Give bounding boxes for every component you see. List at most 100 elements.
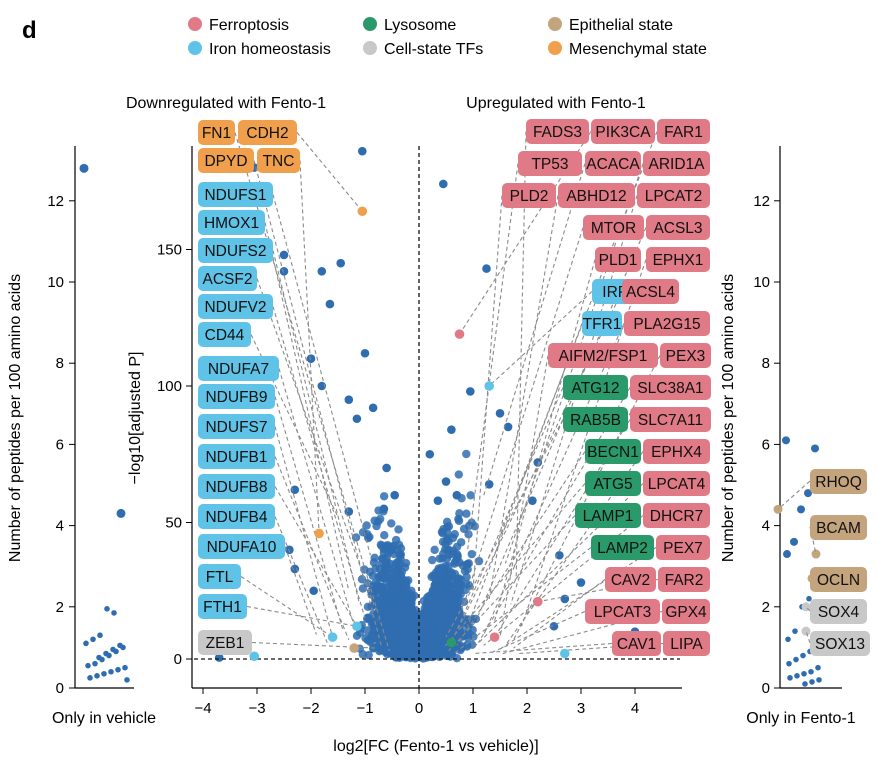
highlight-point	[314, 528, 324, 539]
protein-point	[336, 258, 346, 268]
right-highlight-point	[811, 549, 821, 559]
protein-point	[381, 647, 390, 656]
protein-point	[403, 608, 412, 617]
gene-label-slc38a1: SLC38A1	[630, 375, 711, 400]
right-highlight-point	[801, 626, 811, 636]
gene-label-box	[502, 183, 556, 208]
right-point	[806, 595, 812, 602]
gene-label-box	[658, 567, 710, 592]
gene-label-box	[656, 535, 710, 560]
left-point	[83, 640, 89, 647]
gene-label-text: ACSF2	[203, 271, 253, 288]
protein-point	[441, 561, 450, 571]
gene-label-box	[563, 407, 628, 432]
right-point	[782, 436, 790, 445]
protein-point	[447, 592, 456, 602]
right-tick-label: 10	[753, 274, 770, 291]
protein-point	[380, 531, 389, 540]
gene-label-gpx4: GPX4	[662, 599, 710, 624]
main-y-ticks: 0 50 100 150	[157, 242, 192, 668]
leader-line	[250, 334, 339, 518]
protein-point	[364, 650, 373, 660]
left-point	[104, 606, 110, 612]
leader-line	[459, 131, 592, 335]
gene-label-box	[810, 631, 870, 656]
gene-label-text: SOX13	[815, 636, 865, 653]
highlight-point	[446, 637, 457, 648]
y-tick-label: 50	[165, 515, 182, 532]
protein-point	[214, 653, 224, 662]
highlight-point	[484, 381, 495, 391]
protein-point	[463, 579, 472, 589]
leader-line	[274, 426, 334, 638]
gene-label-box	[662, 599, 710, 624]
gene-label-mtor: MTOR	[583, 215, 644, 240]
protein-point	[370, 516, 379, 525]
leader-line	[483, 515, 644, 646]
right-gene-labels: RHOQ BCAM OCLN SOX4 SOX13	[810, 469, 870, 656]
highlight-point	[352, 621, 362, 632]
gene-label-box	[558, 183, 635, 208]
protein-point	[379, 573, 388, 583]
protein-point	[400, 620, 410, 630]
gene-label-text: ARID1A	[649, 156, 706, 173]
protein-point	[363, 626, 372, 635]
gene-label-text: FADS3	[533, 124, 582, 141]
gene-label-slc7a11: SLC7A11	[630, 407, 711, 432]
protein-point	[446, 571, 455, 581]
protein-point	[435, 554, 445, 563]
protein-point	[285, 545, 294, 555]
gene-label-lamp2: LAMP2	[591, 535, 654, 560]
protein-point	[454, 470, 464, 479]
right-leader-line	[805, 630, 811, 644]
highlighted-points	[249, 206, 570, 662]
protein-point	[555, 550, 564, 560]
right-gene-label-bcam: BCAM	[810, 515, 867, 540]
x-tick-label: −3	[248, 700, 265, 717]
protein-point	[379, 492, 389, 501]
gene-label-box	[585, 439, 641, 464]
protein-point	[375, 584, 385, 593]
protein-point	[433, 496, 443, 505]
protein-point	[279, 250, 289, 260]
left-tick-label: 6	[56, 436, 64, 453]
protein-point	[411, 605, 420, 615]
leader-line	[472, 483, 644, 649]
leader-line	[272, 250, 361, 605]
protein-point	[397, 567, 407, 577]
protein-point	[394, 573, 403, 583]
leader-line	[445, 419, 564, 638]
leader-line	[499, 355, 549, 638]
leader-line	[461, 227, 584, 611]
right-y-label: Number of peptides per 100 amino acids	[720, 274, 737, 562]
gene-label-dhcr7: DHCR7	[643, 503, 710, 528]
gene-label-text: LAMP2	[597, 540, 648, 557]
gene-label-lamp1: LAMP1	[575, 503, 641, 528]
right-point	[800, 652, 806, 659]
gene-label-text: PLD1	[599, 252, 638, 269]
protein-point	[377, 558, 387, 568]
left-point	[111, 610, 117, 616]
y-tick-label: 100	[157, 378, 182, 395]
protein-point	[382, 463, 391, 473]
gene-label-text: LAMP1	[583, 508, 634, 525]
protein-point	[425, 449, 435, 459]
highlight-point	[489, 632, 500, 642]
right-point	[794, 673, 800, 679]
gene-label-text: LIPA	[670, 636, 703, 653]
gene-label-box	[643, 439, 710, 464]
gene-label-text: DPYD	[204, 153, 247, 170]
gene-label-box	[198, 266, 257, 291]
gene-label-box	[198, 414, 275, 439]
gene-label-box	[198, 120, 235, 145]
gene-label-text: EPHX1	[653, 252, 704, 269]
leader-line	[488, 195, 559, 600]
gene-label-box	[582, 311, 622, 336]
gene-label-text: HMOX1	[204, 215, 259, 232]
protein-point	[404, 576, 413, 585]
gene-label-text: LPCAT3	[594, 604, 651, 621]
right-point	[811, 444, 819, 453]
downregulated-label: Downregulated with Fento-1	[126, 95, 326, 112]
protein-point	[381, 616, 391, 625]
right-tick-label: 4	[762, 518, 770, 535]
